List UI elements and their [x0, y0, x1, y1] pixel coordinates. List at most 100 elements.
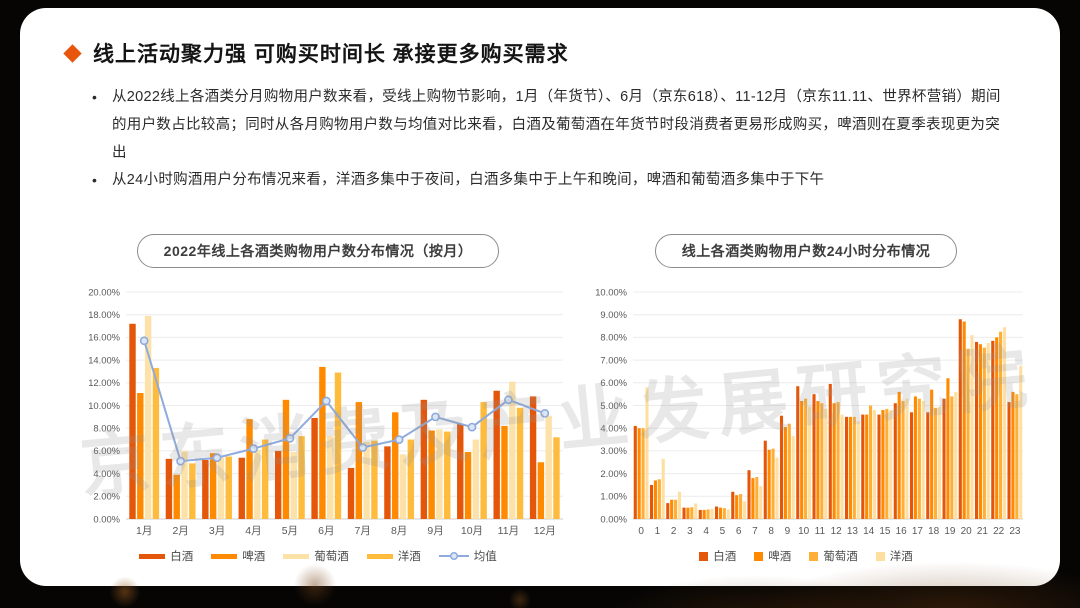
svg-text:11: 11	[815, 526, 826, 537]
bar	[820, 403, 824, 519]
bar	[370, 440, 378, 519]
bar	[722, 508, 726, 519]
monthly-chart-title-pill: 2022年线上各酒类购物用户数分布情况（按月）	[136, 234, 500, 268]
bullet-list: 从2022线上各酒类分月购物用户数来看，受线上购物节影响，1月（年货节）、6月（…	[90, 84, 1006, 195]
bar	[318, 366, 326, 519]
bar	[978, 344, 982, 519]
legend-line-swatch	[438, 551, 469, 561]
svg-text:12.00%: 12.00%	[88, 377, 120, 388]
bar	[347, 467, 354, 519]
legend-swatch	[754, 551, 764, 561]
bar	[946, 378, 950, 519]
legend-item: 洋酒	[875, 548, 913, 564]
hourly-chart-legend: 白酒 啤酒 葡萄酒 洋酒	[690, 548, 922, 564]
bar	[1011, 391, 1015, 519]
bar	[253, 449, 261, 519]
bar	[690, 507, 694, 519]
monthly-distribution-chart: 0.00% 2.00% 4.00% 6.00% 8.00% 10.00% 12.00% 14.…	[88, 286, 563, 537]
svg-text:22: 22	[993, 526, 1005, 537]
monthly-chart-block: 2022年线上各酒类购物用户数分布情况（按月） 0.00% 2.00% 4.00% 6…	[62, 234, 574, 564]
bar	[645, 387, 649, 519]
svg-text:16: 16	[896, 526, 908, 537]
bar	[706, 509, 710, 519]
svg-text:19: 19	[944, 526, 956, 537]
bar	[763, 440, 767, 519]
bar	[800, 400, 804, 519]
mean-line-marker	[321, 396, 331, 406]
bullet-item: 从2022线上各酒类分月购物用户数来看，受线上购物节影响，1月（年货节）、6月（…	[90, 84, 1006, 167]
svg-text:11月: 11月	[497, 525, 518, 537]
bar	[670, 499, 674, 519]
bar	[297, 436, 305, 519]
bar	[1015, 394, 1019, 519]
bar	[686, 507, 690, 519]
svg-text:10.00%: 10.00%	[595, 286, 627, 297]
bar	[889, 410, 893, 519]
monthly-chart-legend: 白酒 啤酒 葡萄酒 洋酒 均值	[130, 548, 506, 564]
bar	[747, 470, 751, 519]
legend-swatch	[139, 553, 166, 559]
legend-label: 均值	[473, 551, 497, 563]
bar	[856, 421, 860, 519]
svg-text:23: 23	[1009, 526, 1021, 537]
svg-text:20: 20	[961, 526, 973, 537]
svg-text:5.00%: 5.00%	[600, 400, 627, 411]
svg-text:18.00%: 18.00%	[88, 309, 120, 320]
bar	[188, 463, 196, 519]
bar	[261, 439, 268, 519]
svg-text:13: 13	[847, 526, 859, 537]
bar	[225, 456, 232, 519]
bar	[816, 400, 820, 519]
svg-text:15: 15	[879, 526, 891, 537]
hourly-distribution-chart: 0.00% 1.00% 2.00% 3.00% 4.00% 5.00% 6.00% 7.00%…	[595, 286, 1023, 537]
bar	[881, 410, 885, 519]
bar	[552, 437, 560, 519]
bar	[718, 507, 722, 519]
svg-text:14.00%: 14.00%	[88, 354, 120, 365]
bar	[657, 479, 661, 519]
bar	[710, 508, 714, 519]
bar	[362, 441, 370, 519]
bar	[848, 416, 852, 519]
bar	[807, 406, 812, 519]
bar	[942, 398, 946, 519]
mean-line-marker	[212, 453, 221, 463]
bar	[702, 509, 706, 519]
bar	[653, 480, 657, 519]
bar	[893, 403, 897, 519]
mean-line-marker	[430, 412, 440, 422]
bar	[152, 368, 159, 519]
bar	[832, 403, 836, 519]
bar	[464, 452, 471, 519]
svg-text:10: 10	[798, 526, 810, 537]
bar	[698, 509, 702, 519]
bar	[544, 415, 552, 519]
bar	[885, 408, 889, 519]
mean-line	[142, 340, 545, 463]
bar	[742, 501, 747, 519]
legend-swatch	[699, 551, 709, 561]
legend-swatch	[211, 553, 238, 559]
bar	[779, 415, 784, 519]
svg-text:1: 1	[655, 526, 661, 537]
bar	[861, 414, 865, 519]
bar	[787, 423, 791, 519]
mean-line-marker	[539, 408, 549, 418]
svg-text:4.00%: 4.00%	[600, 423, 627, 434]
bar	[926, 412, 930, 519]
bar	[775, 457, 779, 519]
bar	[529, 396, 536, 519]
svg-text:0.00%: 0.00%	[93, 513, 120, 524]
svg-text:6.00%: 6.00%	[600, 377, 627, 388]
bar	[492, 390, 500, 519]
legend-item: 洋酒	[366, 548, 421, 564]
svg-text:3: 3	[687, 526, 693, 537]
mean-line-marker	[175, 456, 185, 466]
bar	[310, 417, 318, 519]
bar	[824, 408, 828, 519]
legend-label: 洋酒	[397, 551, 421, 563]
bar	[245, 419, 253, 519]
bar	[1019, 365, 1023, 519]
bar	[456, 423, 463, 519]
svg-text:10.00%: 10.00%	[88, 400, 120, 411]
